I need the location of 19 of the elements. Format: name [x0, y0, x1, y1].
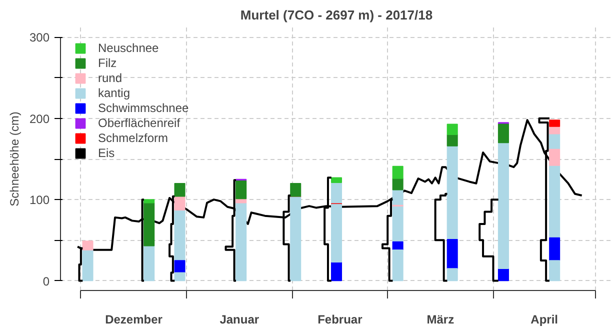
- legend-label: kantig: [98, 86, 130, 100]
- x-tick-label: April: [530, 312, 558, 326]
- legend-label: Neuschnee: [98, 41, 159, 55]
- legend-label: Schwimmschnee: [98, 101, 189, 115]
- x-tick-label: März: [426, 312, 454, 326]
- y-axis-title: Schneehöhe (cm): [7, 112, 22, 206]
- y-tick-label: 100: [29, 193, 50, 208]
- legend-label: Filz: [98, 56, 118, 70]
- y-tick-label: 0: [42, 274, 50, 288]
- x-tick-label: Januar: [220, 312, 260, 326]
- y-tick-label: 200: [29, 112, 50, 126]
- x-tick-label: Februar: [318, 312, 363, 326]
- legend-label: Eis: [98, 146, 116, 160]
- y-tick-label: 300: [29, 30, 50, 45]
- legend-label: Schmelzform: [98, 131, 168, 145]
- legend-label: rund: [98, 71, 122, 85]
- x-tick-label: Dezember: [105, 312, 163, 326]
- legend-label: Oberflächenreif: [98, 116, 180, 130]
- chart-title: Murtel (7CO - 2697 m) - 2017/18: [240, 8, 433, 22]
